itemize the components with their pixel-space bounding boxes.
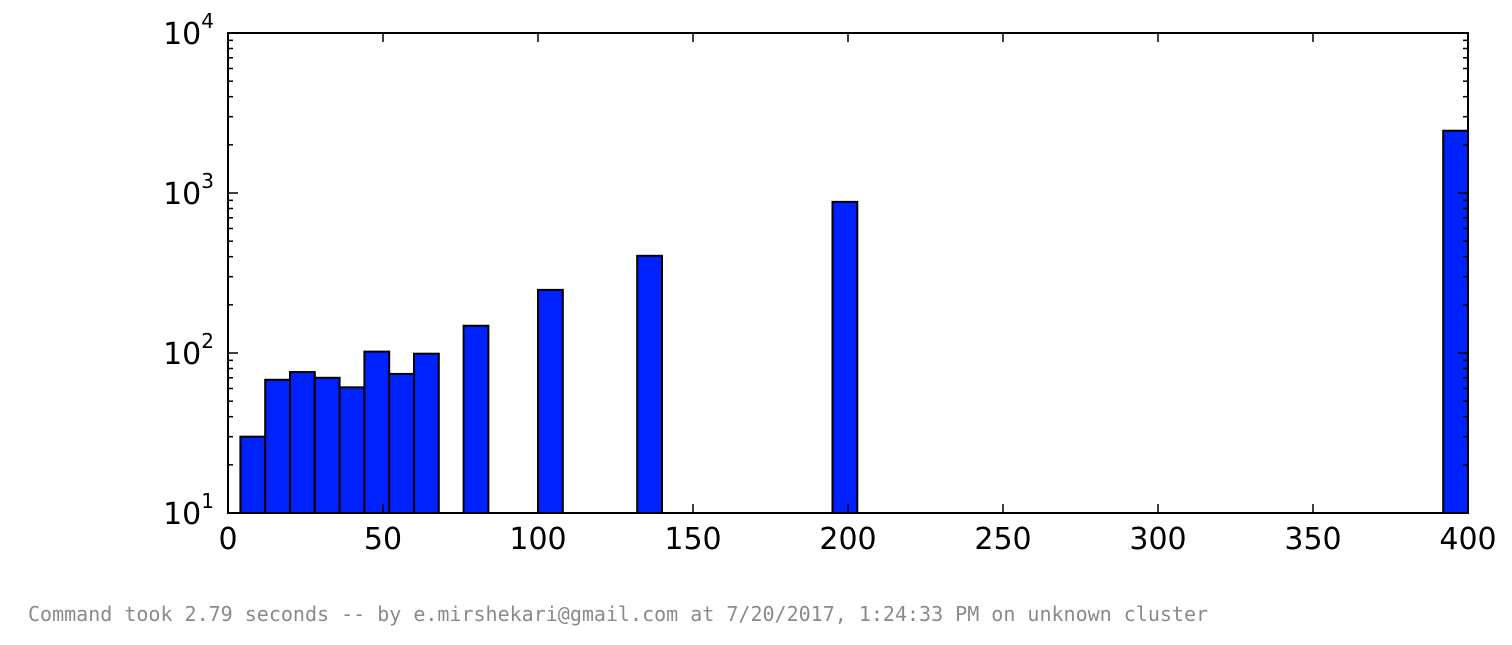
x-tick-label-200: 200: [819, 522, 876, 557]
histogram-bar-4: [338, 386, 366, 514]
x-tick-label-300: 300: [1129, 522, 1186, 557]
x-tick-label-350: 350: [1284, 522, 1341, 557]
y-tick-label-4: 104: [163, 9, 214, 52]
y-tick-label-1: 101: [163, 489, 214, 532]
x-tick-label-400: 400: [1439, 522, 1496, 557]
y-tick-labels: 101 102 103 104: [163, 9, 214, 532]
histogram-bar-10: [636, 254, 664, 514]
histogram-bar-6: [388, 372, 416, 514]
x-tick-label-250: 250: [974, 522, 1031, 557]
histogram-bar-9: [537, 288, 564, 514]
histogram-bar-12: [1442, 129, 1469, 514]
histogram-bar-8: [462, 324, 490, 514]
x-tick-label-100: 100: [509, 522, 566, 557]
histogram-bar-7: [413, 352, 440, 514]
command-status-footer: Command took 2.79 seconds -- by e.mirshe…: [28, 602, 1209, 626]
plot-frame: [227, 32, 1469, 514]
y-tick-label-2: 102: [163, 329, 214, 372]
x-tick-label-0: 0: [218, 522, 237, 557]
histogram-bar-11: [831, 200, 859, 514]
histogram-bar-1: [264, 378, 292, 515]
histogram-bar-2: [289, 371, 316, 514]
histogram-bar-5: [363, 350, 391, 514]
histogram-bar-0: [239, 435, 267, 515]
x-tick-label-150: 150: [664, 522, 721, 557]
x-tick-label-50: 50: [364, 522, 402, 557]
histogram-chart: 0 50 100 150 200 250 300 350 400 101 102 103 104: [163, 9, 1497, 557]
x-tick-labels: 0 50 100 150 200 250 300 350 400: [218, 522, 1496, 557]
y-tick-label-3: 103: [163, 169, 214, 212]
bars-group: [239, 129, 1469, 515]
histogram-bar-3: [313, 376, 341, 514]
